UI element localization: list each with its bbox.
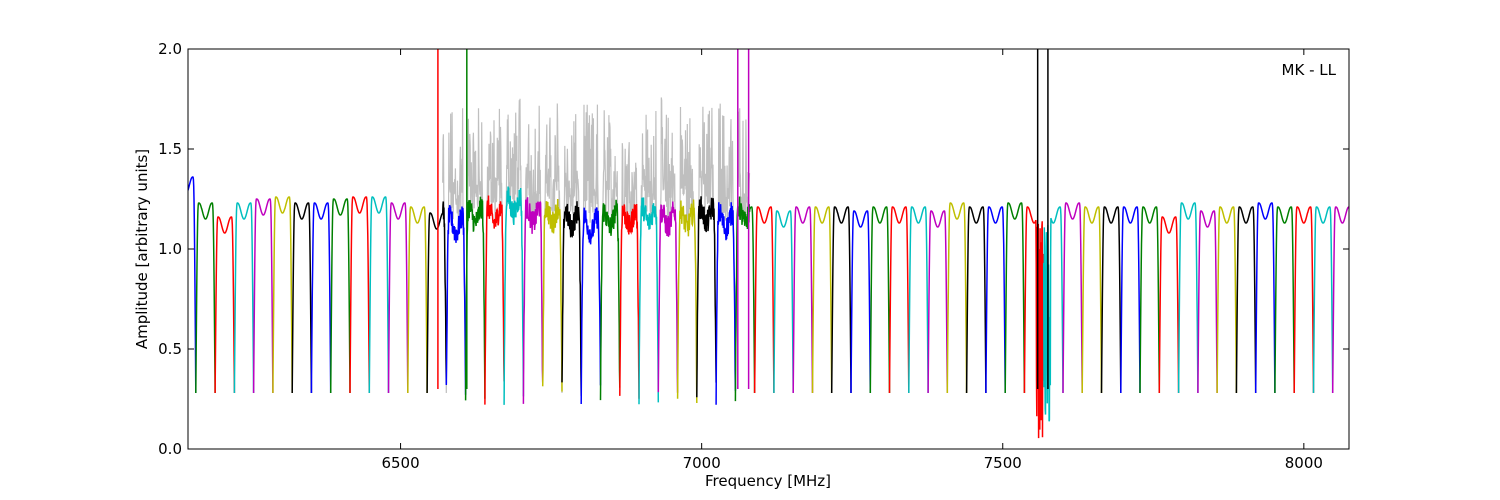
channel-series xyxy=(214,216,236,394)
y-axis-label: Amplitude [arbitrary units] xyxy=(133,149,151,349)
channel-series xyxy=(599,199,621,401)
x-axis-label: Frequency [MHz] xyxy=(705,472,831,490)
annotation-label: MK - LL xyxy=(1282,61,1337,79)
channel-series xyxy=(1139,206,1161,394)
ticks-layer: 6500 7000 7500 8000 0.0 0.5 1.0 1.5 2.0 xyxy=(158,40,1349,472)
y-tick-label: 1.5 xyxy=(158,140,182,158)
channel-series xyxy=(1120,206,1141,394)
channel-series xyxy=(580,207,602,405)
channel-series xyxy=(1274,206,1295,394)
channel-series xyxy=(1197,210,1218,394)
channel-series xyxy=(349,196,371,394)
channel-series xyxy=(792,206,814,394)
channel-series xyxy=(1158,216,1180,394)
channel-series xyxy=(811,206,833,394)
y-tick-label: 0.0 xyxy=(158,440,182,458)
channel-series xyxy=(272,196,293,394)
channel-series xyxy=(464,196,486,401)
channel-series xyxy=(541,198,563,392)
channel-series xyxy=(368,196,390,394)
channel-series xyxy=(1177,202,1199,394)
channel-series xyxy=(619,203,640,399)
channel-series xyxy=(407,206,428,394)
channel-series xyxy=(850,210,872,394)
channel-series xyxy=(830,206,852,394)
channel-series xyxy=(522,197,544,404)
channel-series xyxy=(445,204,467,395)
y-tick-label: 2.0 xyxy=(158,40,182,58)
channel-series xyxy=(888,206,910,394)
channel-series xyxy=(1062,202,1083,394)
channel-series xyxy=(638,197,660,405)
channel-series xyxy=(1216,206,1238,394)
channel-series xyxy=(484,195,505,405)
channel-series xyxy=(927,210,949,394)
channel-series xyxy=(657,201,679,393)
channel-series xyxy=(291,202,313,394)
channel-series xyxy=(1235,206,1257,394)
channel-series xyxy=(1254,202,1276,394)
channel-series xyxy=(195,202,216,394)
channel-series xyxy=(1081,206,1103,394)
channel-series xyxy=(753,206,775,394)
channel-series xyxy=(965,206,987,394)
channel-series xyxy=(1023,206,1045,439)
channel-series xyxy=(329,198,351,394)
channel-series xyxy=(1312,206,1334,394)
channel-series xyxy=(715,202,737,405)
x-tick-label: 7000 xyxy=(683,454,721,472)
channel-series xyxy=(188,176,197,394)
channel-series xyxy=(1100,206,1122,394)
channel-series xyxy=(869,206,891,394)
channel-series xyxy=(908,206,929,394)
channel-series xyxy=(387,202,409,394)
channel-series xyxy=(310,202,332,394)
channel-series xyxy=(233,202,255,394)
channel-series xyxy=(1042,206,1064,422)
channel-series xyxy=(503,186,525,405)
channel-series xyxy=(696,196,717,398)
y-tick-label: 1.0 xyxy=(158,240,182,258)
channel-series xyxy=(1004,202,1026,394)
y-tick-label: 0.5 xyxy=(158,340,182,358)
channel-series xyxy=(773,210,794,394)
series-layer xyxy=(188,49,1349,439)
channel-series xyxy=(426,201,448,394)
x-tick-label: 6500 xyxy=(381,454,419,472)
x-tick-label: 7500 xyxy=(984,454,1022,472)
x-tick-label: 8000 xyxy=(1285,454,1323,472)
channel-series xyxy=(676,199,698,404)
channel-series xyxy=(252,198,274,394)
channel-series xyxy=(1293,206,1315,394)
channel-series xyxy=(561,201,582,397)
channel-series xyxy=(946,202,968,394)
channel-series xyxy=(985,206,1006,394)
channel-series xyxy=(734,196,756,402)
